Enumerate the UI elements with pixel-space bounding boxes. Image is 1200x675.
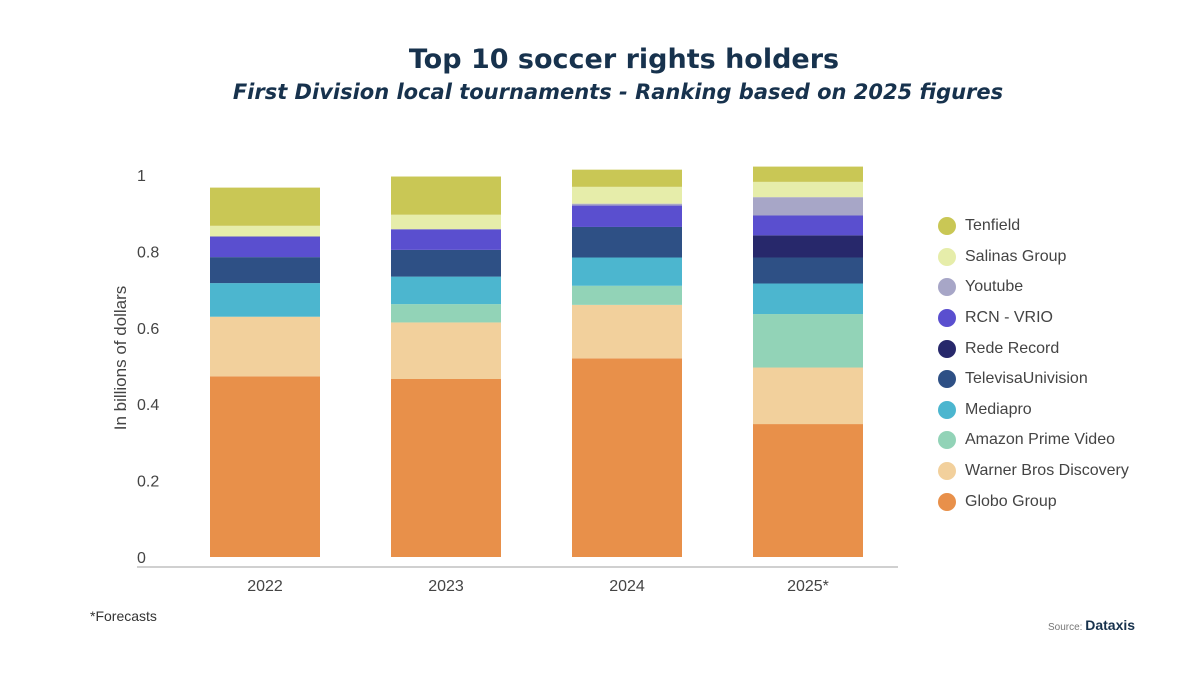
legend-swatch (938, 492, 956, 511)
x-tick-label: 2022 (247, 578, 283, 595)
legend-label: Youtube (965, 278, 1024, 296)
legend-swatch (938, 462, 956, 481)
y-tick-label: 0 (137, 550, 146, 567)
y-tick-label: 0.4 (137, 397, 159, 414)
bars (210, 166, 863, 557)
bar-segment (753, 235, 863, 258)
bar-segment (572, 257, 682, 286)
x-tick-label: 2024 (609, 578, 645, 595)
bar-segment (572, 226, 682, 258)
bar-segment (753, 197, 863, 216)
source-brand-logo: Dataxis (1085, 617, 1136, 633)
bar-segment (572, 205, 682, 227)
legend-label: Warner Bros Discovery (965, 462, 1129, 480)
legend-label: Salinas Group (965, 247, 1067, 265)
bar-segment (391, 322, 501, 379)
bar-segment (391, 304, 501, 323)
bar-segment (210, 236, 320, 258)
x-tick-label: 2025* (787, 578, 829, 595)
bar-segment (753, 215, 863, 236)
bar-segment (753, 166, 863, 182)
legend-label: Tenfield (965, 217, 1021, 235)
bar-segment (753, 181, 863, 198)
bar-segment (391, 249, 501, 277)
x-axis: 2022 2023 2024 2025* (247, 578, 829, 595)
y-tick-label: 0.2 (137, 474, 159, 491)
bar-segment (572, 186, 682, 204)
bar-segment (391, 214, 501, 230)
y-axis-label: In billions of dollars (111, 286, 130, 431)
bar-segment (210, 257, 320, 284)
y-tick-label: 0.8 (137, 244, 159, 261)
legend-swatch (938, 278, 956, 297)
legend-label: Globo Group (965, 492, 1057, 510)
chart-title: Top 10 soccer rights holders (408, 44, 840, 75)
bar-segment (391, 229, 501, 250)
bar-segment (210, 376, 320, 557)
bar-segment (391, 176, 501, 215)
bar-segment (210, 187, 320, 226)
bar-segment (753, 314, 863, 368)
source-credit: Source: Dataxis (1048, 617, 1135, 633)
legend-item: Salinas Group (938, 242, 1129, 273)
y-tick-label: 0.6 (137, 321, 159, 338)
legend-swatch (938, 217, 956, 236)
bar-segment (391, 276, 501, 305)
legend-label: Rede Record (965, 339, 1060, 357)
forecast-note: *Forecasts (90, 608, 157, 624)
legend-label: RCN - VRIO (965, 309, 1053, 327)
legend-swatch (938, 400, 956, 419)
legend-item: Warner Bros Discovery (938, 456, 1129, 487)
legend-item: Amazon Prime Video (938, 425, 1129, 456)
legend-item: RCN - VRIO (938, 303, 1129, 334)
chart-subtitle: First Division local tournaments - Ranki… (232, 80, 1004, 104)
bar-segment (572, 358, 682, 557)
bar-segment (753, 424, 863, 557)
legend-label: TelevisaUnivision (965, 370, 1088, 388)
legend-item: Youtube (938, 272, 1129, 303)
source-label: Source: (1048, 622, 1083, 633)
y-axis: 0 0.2 0.4 0.6 0.8 1 (137, 168, 159, 567)
legend-item: Rede Record (938, 333, 1129, 364)
x-tick-label: 2023 (428, 578, 464, 595)
legend-swatch (938, 309, 956, 328)
bar-segment (572, 285, 682, 305)
legend-item: Tenfield (938, 211, 1129, 242)
y-tick-label: 1 (137, 168, 146, 185)
bar-segment (210, 225, 320, 237)
bar-segment (391, 378, 501, 557)
bar-segment (753, 257, 863, 284)
bar-segment (572, 169, 682, 187)
bar-segment (210, 283, 320, 317)
legend-item: TelevisaUnivision (938, 364, 1129, 395)
bar-segment (572, 203, 682, 206)
legend-swatch (938, 339, 956, 358)
bar-segment (210, 316, 320, 377)
legend-label: Amazon Prime Video (965, 431, 1115, 449)
legend-item: Globo Group (938, 486, 1129, 517)
legend-label: Mediapro (965, 400, 1032, 418)
legend-swatch (938, 370, 956, 389)
bar-segment (753, 367, 863, 425)
bar-segment (753, 283, 863, 315)
legend-item: Mediapro (938, 395, 1129, 426)
legend-swatch (938, 431, 956, 450)
legend: Tenfield Salinas Group Youtube RCN - VRIO Re… (938, 211, 1129, 517)
legend-swatch (938, 247, 956, 266)
bar-segment (572, 304, 682, 359)
